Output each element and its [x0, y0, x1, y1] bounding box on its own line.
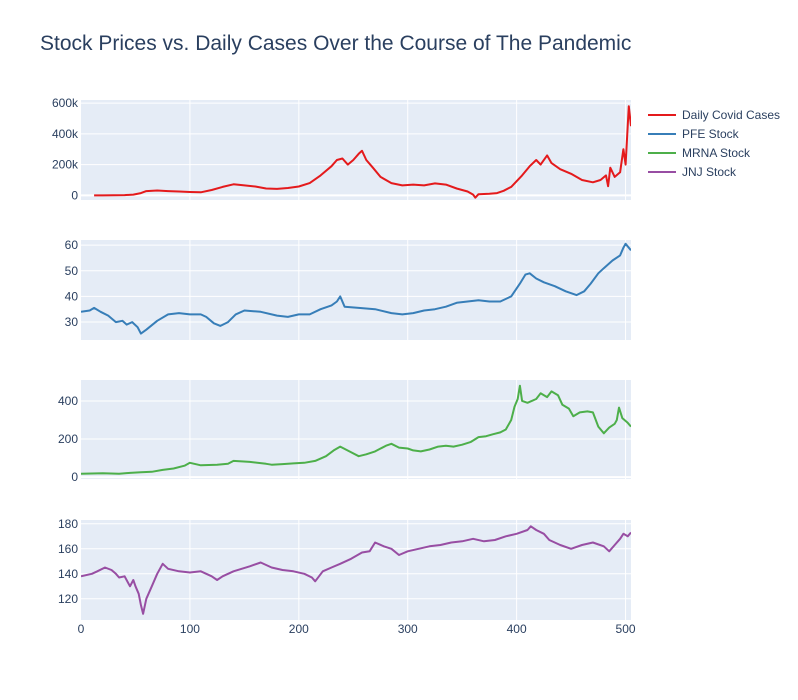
- y-tick-label: 30: [65, 315, 79, 329]
- y-tick-label: 200: [58, 432, 78, 446]
- y-tick-label: 40: [65, 289, 79, 303]
- subplot-3: 0 200 400: [58, 380, 631, 484]
- x-axis: 0 100 200 300 400 500: [78, 622, 636, 636]
- y-tick-label: 400: [58, 394, 78, 408]
- legend-label: MRNA Stock: [682, 146, 751, 160]
- legend-item[interactable]: MRNA Stock: [648, 146, 751, 160]
- subplot-1: 0 200k 400k 600k: [52, 96, 631, 202]
- legend-label: Daily Covid Cases: [682, 108, 780, 122]
- y-tick-label: 400k: [52, 127, 79, 141]
- y-tick-label: 120: [58, 592, 78, 606]
- subplot-2: 30 40 50 60: [65, 238, 631, 340]
- y-tick-label: 180: [58, 517, 78, 531]
- y-tick-label: 60: [65, 238, 79, 252]
- x-tick-label: 500: [616, 622, 636, 636]
- series-line-daily-covid-cases: [94, 105, 631, 199]
- chart-title: Stock Prices vs. Daily Cases Over the Co…: [40, 32, 631, 55]
- x-tick-label: 200: [289, 622, 309, 636]
- legend-item[interactable]: Daily Covid Cases: [648, 108, 780, 122]
- legend-label: JNJ Stock: [682, 165, 737, 179]
- legend-item[interactable]: JNJ Stock: [648, 165, 737, 179]
- plot-background: [81, 100, 631, 200]
- plot-background: [81, 240, 631, 340]
- x-tick-label: 0: [78, 622, 85, 636]
- legend-item[interactable]: PFE Stock: [648, 127, 740, 141]
- y-tick-label: 140: [58, 567, 78, 581]
- x-tick-label: 300: [398, 622, 418, 636]
- legend[interactable]: Daily Covid Cases PFE Stock MRNA Stock JNJ …: [648, 108, 780, 179]
- subplot-4: 120 140 160 180: [58, 517, 631, 620]
- y-tick-label: 0: [71, 188, 78, 202]
- x-tick-label: 400: [507, 622, 527, 636]
- series-line-jnj-stock: [81, 525, 631, 615]
- series-line-pfe-stock: [81, 242, 631, 335]
- plot-background: [81, 520, 631, 620]
- x-tick-label: 100: [180, 622, 200, 636]
- series-line-mrna-stock: [81, 384, 631, 475]
- y-tick-label: 0: [71, 470, 78, 484]
- legend-label: PFE Stock: [682, 127, 740, 141]
- y-tick-label: 50: [65, 264, 79, 278]
- y-tick-label: 160: [58, 542, 78, 556]
- y-tick-label: 600k: [52, 96, 79, 110]
- y-tick-label: 200k: [52, 158, 79, 172]
- subplot-panels: 0 200k 400k 600k 30 40 50 60 0 200 400 120 140 160 180: [52, 96, 631, 620]
